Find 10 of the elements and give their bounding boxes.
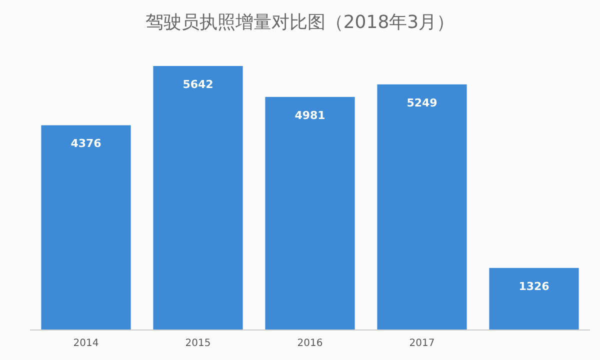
x-tick-label: 2015 [185,338,211,349]
chart-title: 驾驶员执照增量对比图（2018年3月） [145,12,455,33]
data-label: 4376 [70,137,102,150]
data-label: 1326 [518,280,550,293]
x-tick-label: 2014 [73,338,99,349]
data-label: 5249 [406,96,438,110]
data-label: 4981 [294,108,326,122]
x-tick-label: 2016 [297,338,323,349]
data-label: 5642 [182,78,214,91]
x-tick-label: 2017 [409,338,435,349]
